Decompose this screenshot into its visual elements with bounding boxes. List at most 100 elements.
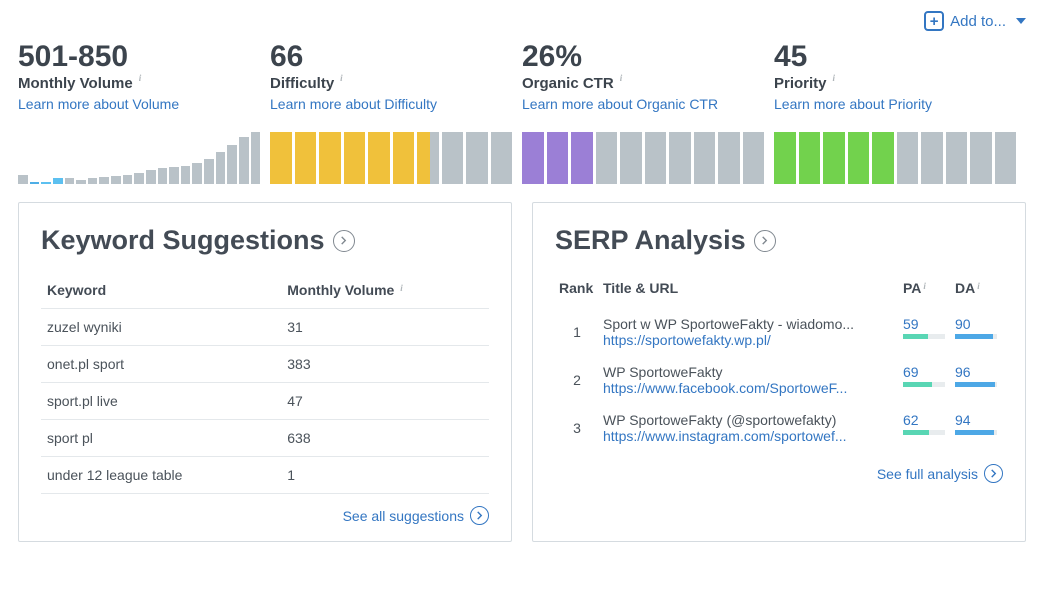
cell-title-url: WP SportoweFakty (@sportowefakty)https:/…	[599, 404, 899, 452]
metric-difficulty: 66 Difficulty i Learn more about Difficu…	[270, 40, 522, 184]
cell-volume: 1	[281, 457, 489, 494]
segment	[319, 132, 341, 184]
chevron-right-icon	[333, 230, 355, 252]
plus-icon: +	[924, 11, 944, 31]
volume-bar	[99, 177, 109, 184]
volume-bar	[251, 132, 261, 184]
cell-rank: 3	[555, 404, 599, 452]
volume-bar	[41, 182, 51, 184]
table-row[interactable]: 3WP SportoweFakty (@sportowefakty)https:…	[555, 404, 1003, 452]
cell-keyword: zuzel wyniki	[41, 309, 281, 346]
info-icon[interactable]: i	[400, 283, 403, 293]
learn-more-priority-link[interactable]: Learn more about Priority	[774, 96, 932, 112]
segment	[466, 132, 488, 184]
cell-volume: 638	[281, 420, 489, 457]
table-row[interactable]: under 12 league table1	[41, 457, 489, 494]
col-da: DAi	[951, 272, 1003, 308]
cell-da: 90	[951, 308, 1003, 356]
table-row[interactable]: sport pl638	[41, 420, 489, 457]
metric-label: Difficulty i	[270, 75, 512, 92]
cell-volume: 31	[281, 309, 489, 346]
cell-da: 94	[951, 404, 1003, 452]
cell-keyword: onet.pl sport	[41, 346, 281, 383]
info-icon[interactable]: i	[340, 73, 343, 83]
segment	[774, 132, 796, 184]
cell-keyword: sport.pl live	[41, 383, 281, 420]
segment	[799, 132, 821, 184]
info-icon[interactable]: i	[833, 73, 836, 83]
keyword-suggestions-title[interactable]: Keyword Suggestions	[41, 225, 489, 256]
add-to-button[interactable]: + Add to...	[924, 11, 1026, 31]
serp-analysis-panel: SERP Analysis Rank Title & URL PAi DAi 1…	[532, 202, 1026, 542]
table-row[interactable]: sport.pl live47	[41, 383, 489, 420]
segment	[897, 132, 919, 184]
volume-bar	[169, 167, 179, 184]
keyword-suggestions-panel: Keyword Suggestions Keyword Monthly Volu…	[18, 202, 512, 542]
metric-label: Priority i	[774, 75, 1016, 92]
metric-label: Monthly Volume i	[18, 75, 260, 92]
segment	[743, 132, 765, 184]
suggestions-table: Keyword Monthly Volume i zuzel wyniki31o…	[41, 272, 489, 494]
metric-value: 501-850	[18, 40, 260, 73]
segment	[417, 132, 439, 184]
segment	[620, 132, 642, 184]
segment	[596, 132, 618, 184]
segment	[547, 132, 569, 184]
info-icon[interactable]: i	[923, 281, 926, 291]
volume-bar	[88, 178, 98, 184]
table-row[interactable]: 1Sport w WP SportoweFakty - wiadomo...ht…	[555, 308, 1003, 356]
learn-more-ctr-link[interactable]: Learn more about Organic CTR	[522, 96, 718, 112]
segment	[872, 132, 894, 184]
segment	[571, 132, 593, 184]
volume-bar	[53, 178, 63, 184]
segment	[848, 132, 870, 184]
chevron-right-icon	[754, 230, 776, 252]
cell-pa: 62	[899, 404, 951, 452]
caret-down-icon	[1016, 18, 1026, 24]
col-pa: PAi	[899, 272, 951, 308]
cell-pa: 59	[899, 308, 951, 356]
metrics-row: 501-850 Monthly Volume i Learn more abou…	[18, 40, 1026, 184]
volume-bar	[65, 178, 75, 184]
table-row[interactable]: onet.pl sport383	[41, 346, 489, 383]
volume-bar	[216, 152, 226, 184]
volume-bar	[181, 166, 191, 184]
priority-segment-chart	[774, 132, 1016, 184]
see-all-suggestions-link[interactable]: See all suggestions	[41, 506, 489, 525]
table-row[interactable]: 2WP SportoweFaktyhttps://www.facebook.co…	[555, 356, 1003, 404]
learn-more-volume-link[interactable]: Learn more about Volume	[18, 96, 179, 112]
result-url[interactable]: https://www.instagram.com/sportowef...	[603, 428, 895, 444]
serp-table: Rank Title & URL PAi DAi 1Sport w WP Spo…	[555, 272, 1003, 452]
info-icon[interactable]: i	[977, 281, 980, 291]
serp-analysis-title[interactable]: SERP Analysis	[555, 225, 1003, 256]
segment	[393, 132, 415, 184]
volume-bar	[134, 173, 144, 184]
segment	[718, 132, 740, 184]
cell-rank: 1	[555, 308, 599, 356]
info-icon[interactable]: i	[620, 73, 623, 83]
result-title: WP SportoweFakty (@sportowefakty)	[603, 412, 895, 428]
col-rank: Rank	[555, 272, 599, 308]
learn-more-difficulty-link[interactable]: Learn more about Difficulty	[270, 96, 437, 112]
table-row[interactable]: zuzel wyniki31	[41, 309, 489, 346]
result-url[interactable]: https://sportowefakty.wp.pl/	[603, 332, 895, 348]
cell-pa: 69	[899, 356, 951, 404]
volume-bar	[30, 182, 40, 184]
chevron-right-icon	[984, 464, 1003, 483]
see-full-analysis-link[interactable]: See full analysis	[555, 464, 1003, 483]
segment	[946, 132, 968, 184]
chevron-right-icon	[470, 506, 489, 525]
segment	[368, 132, 390, 184]
volume-bar	[146, 170, 156, 184]
volume-histogram-chart	[18, 132, 260, 184]
metric-value: 26%	[522, 40, 764, 73]
volume-bar	[18, 175, 28, 184]
result-url[interactable]: https://www.facebook.com/SportoweF...	[603, 380, 895, 396]
metric-priority: 45 Priority i Learn more about Priority	[774, 40, 1026, 184]
col-title-url: Title & URL	[599, 272, 899, 308]
segment	[694, 132, 716, 184]
cell-keyword: under 12 league table	[41, 457, 281, 494]
segment	[344, 132, 366, 184]
cell-volume: 47	[281, 383, 489, 420]
info-icon[interactable]: i	[139, 73, 142, 83]
